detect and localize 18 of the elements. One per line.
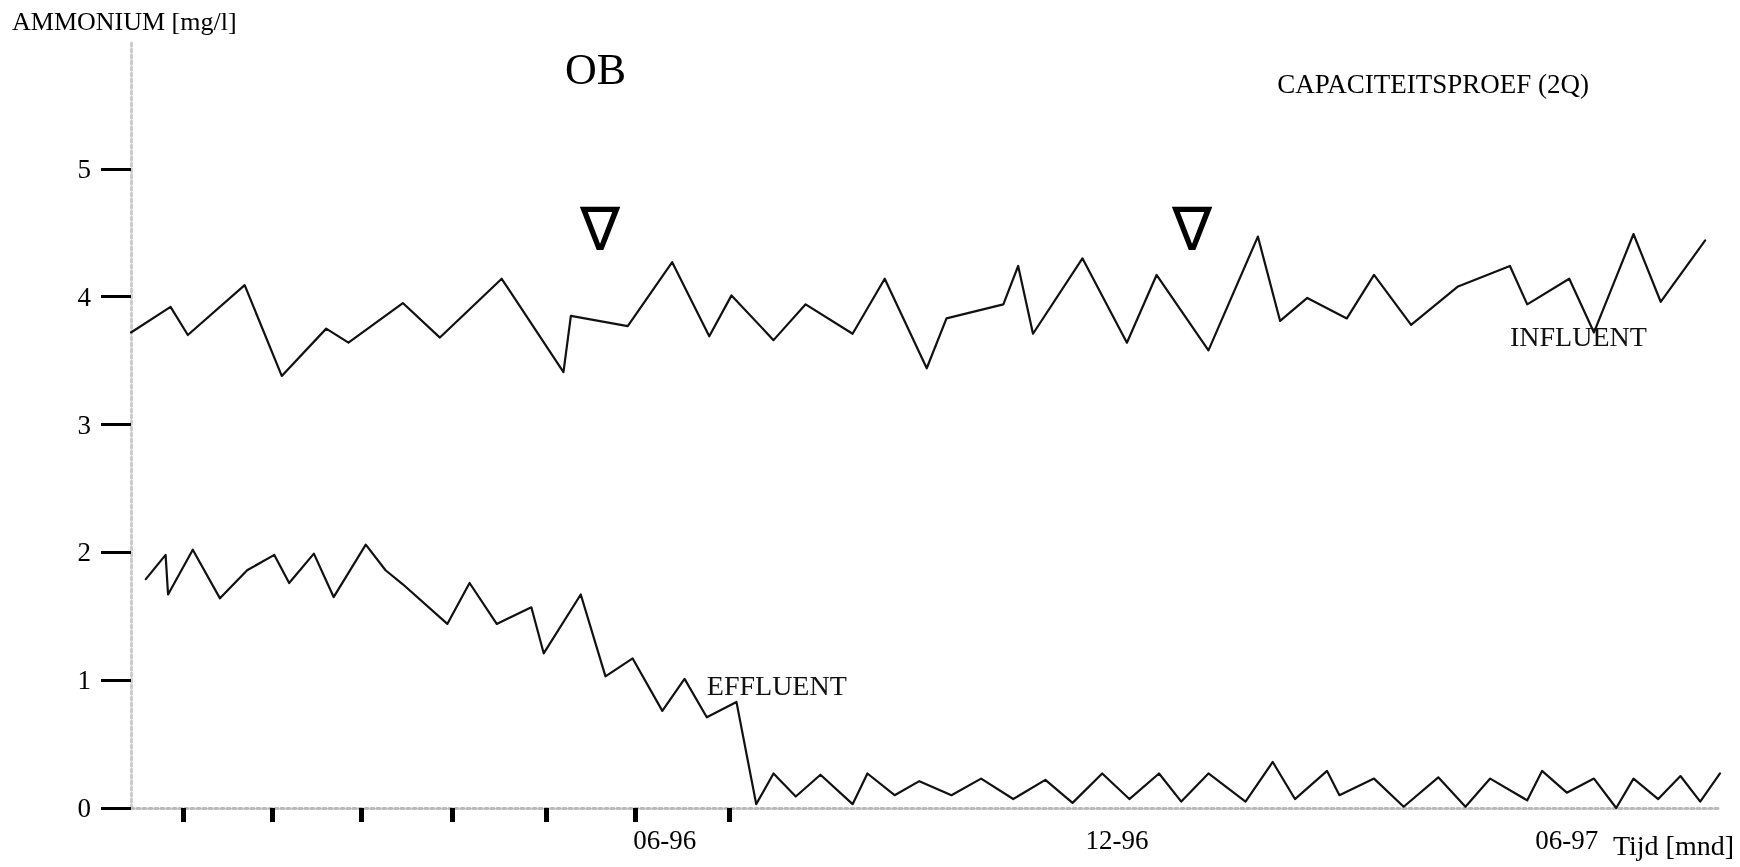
chart-title: OB [565, 44, 627, 94]
y-tick-label: 4 [77, 281, 92, 312]
x-axis-title: Tijd [mnd] [1612, 829, 1734, 861]
y-tick-label: 0 [77, 793, 91, 823]
y-tick-label: 2 [77, 537, 91, 568]
annotation: ∇ [579, 197, 621, 263]
y-tick-label: 3 [77, 409, 91, 440]
y-axis-title: AMMONIUM [mg/l] [12, 6, 237, 36]
x-tick-label: 12-96 [1085, 824, 1149, 855]
y-tick-label: 5 [77, 153, 91, 184]
y-tick-label: 1 [77, 665, 91, 696]
annotation: ∇ [1171, 197, 1213, 263]
line-series [144, 543, 1722, 810]
annotation: CAPACITEITSPROEF (2Q) [1277, 69, 1589, 99]
x-tick-label: 06-96 [633, 824, 697, 855]
series-label: INFLUENT [1509, 320, 1647, 352]
x-tick-label: 06-97 [1535, 824, 1599, 855]
series-label: EFFLUENT [706, 669, 847, 701]
